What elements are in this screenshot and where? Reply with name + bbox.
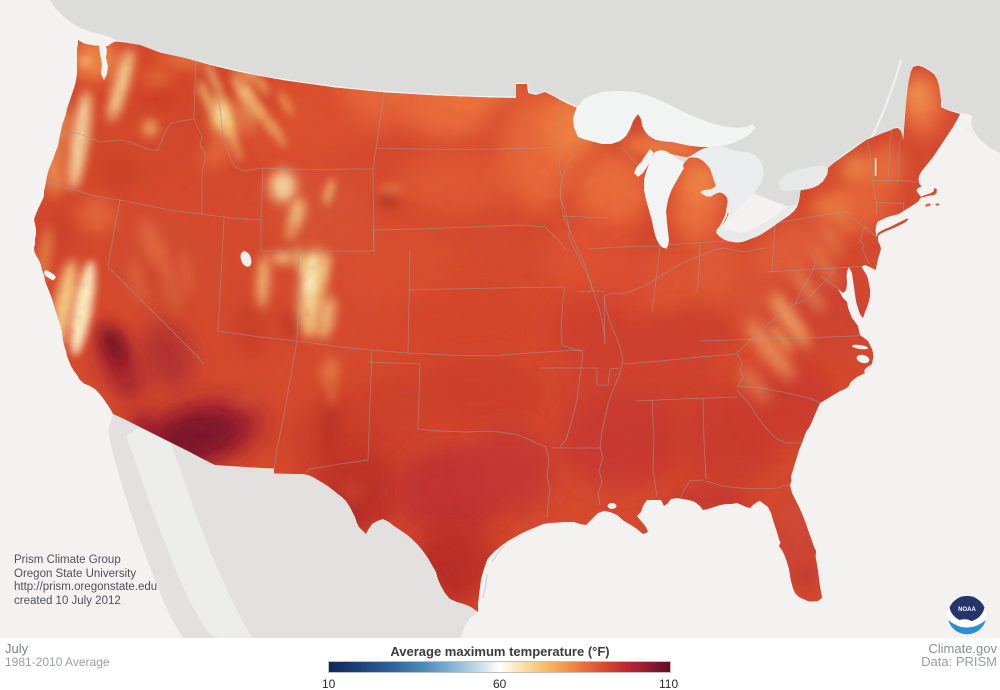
svg-text:NOAA: NOAA xyxy=(958,607,976,613)
